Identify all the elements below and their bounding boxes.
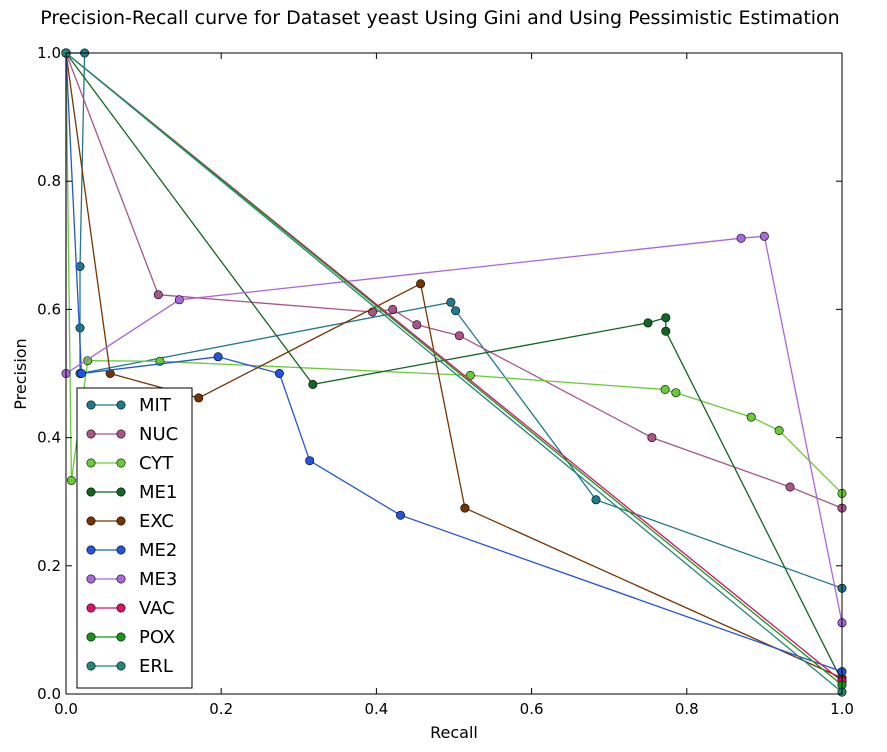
legend-label: ME1 <box>139 482 177 503</box>
chart-title: Precision-Recall curve for Dataset yeast… <box>40 7 839 29</box>
legend: MIT NUC CYT ME1 EXC ME2 ME3 VAC POX ERL <box>76 387 193 689</box>
legend-item-nuc: NUC <box>86 424 178 445</box>
y-tick-label: 1.0 <box>37 44 61 62</box>
legend-marker <box>86 603 96 613</box>
y-axis-label: Precision <box>11 338 30 409</box>
data-point-mit-7 <box>591 495 601 505</box>
legend-label: CYT <box>139 453 174 474</box>
data-point-mit-6 <box>451 306 461 316</box>
data-point-cyt-1 <box>66 475 76 485</box>
legend-label: EXC <box>139 511 174 532</box>
data-point-mit-5 <box>446 297 456 307</box>
data-point-me2-3 <box>274 368 284 378</box>
x-tick-label: 0.8 <box>675 700 699 718</box>
data-point-nuc-4 <box>412 320 422 330</box>
legend-marker <box>116 545 126 555</box>
data-point-me3-3 <box>736 233 746 243</box>
legend-marker <box>116 429 126 439</box>
legend-label: MIT <box>139 395 172 416</box>
legend-label: POX <box>139 627 175 648</box>
legend-item-vac: VAC <box>86 598 175 619</box>
legend-label: ERL <box>139 656 173 677</box>
plot-frame <box>65 52 843 695</box>
data-point-cyt-7 <box>746 412 756 422</box>
x-tick-label: 0.0 <box>54 700 78 718</box>
data-point-nuc-5 <box>454 331 464 341</box>
legend-marker <box>86 400 96 410</box>
series-line-me1 <box>65 52 843 682</box>
x-tick-label: 0.6 <box>520 700 544 718</box>
data-point-cyt-6 <box>671 388 681 398</box>
legend-label: ME3 <box>139 569 177 590</box>
series-me2 <box>61 48 847 677</box>
data-point-nuc-6 <box>647 433 657 443</box>
legend-label: ME2 <box>139 540 177 561</box>
legend-label: NUC <box>139 424 178 445</box>
data-point-me3-4 <box>759 231 769 241</box>
legend-marker <box>116 661 126 671</box>
data-point-me2-1 <box>77 368 87 378</box>
x-tick-label: 0.4 <box>364 700 388 718</box>
legend-item-me2: ME2 <box>86 540 177 561</box>
legend-marker <box>86 487 96 497</box>
data-point-exc-2 <box>194 393 204 403</box>
data-point-me1-4 <box>661 326 671 336</box>
legend-marker <box>116 400 126 410</box>
series-line-pox <box>65 52 843 686</box>
legend-item-exc: EXC <box>86 511 174 532</box>
legend-box <box>76 387 193 689</box>
data-point-me2-5 <box>395 510 405 520</box>
series-line-exc <box>65 52 843 679</box>
y-tick-label: 0.8 <box>37 172 61 190</box>
legend-marker <box>86 458 96 468</box>
data-point-nuc-7 <box>785 482 795 492</box>
data-point-me1-1 <box>308 379 318 389</box>
legend-marker <box>86 632 96 642</box>
data-point-exc-1 <box>105 368 115 378</box>
legend-item-pox: POX <box>86 627 175 648</box>
legend-marker <box>116 632 126 642</box>
data-point-nuc-1 <box>153 290 163 300</box>
legend-marker <box>86 429 96 439</box>
legend-label: VAC <box>139 598 175 619</box>
data-point-nuc-3 <box>388 304 398 314</box>
y-tick-label: 0.0 <box>37 685 61 703</box>
legend-item-me1: ME1 <box>86 482 177 503</box>
legend-item-mit: MIT <box>86 395 172 416</box>
data-point-me2-4 <box>305 456 315 466</box>
data-point-exc-3 <box>416 279 426 289</box>
legend-item-cyt: CYT <box>86 453 174 474</box>
data-point-me3-2 <box>174 295 184 305</box>
x-tick-label: 1.0 <box>830 700 854 718</box>
legend-marker <box>116 487 126 497</box>
legend-item-me3: ME3 <box>86 569 177 590</box>
y-tick-label: 0.6 <box>37 300 61 318</box>
data-point-cyt-8 <box>774 425 784 435</box>
legend-marker <box>116 516 126 526</box>
data-point-cyt-5 <box>660 384 670 394</box>
axes-layer: 0.0 0.2 0.4 0.6 0.8 1.0 0.0 0.2 0.4 0.6 0.8 1.0 <box>37 44 854 718</box>
legend-item-erl: ERL <box>86 656 173 677</box>
data-point-me1-3 <box>661 313 671 323</box>
data-point-exc-4 <box>460 503 470 513</box>
legend-marker <box>86 574 96 584</box>
legend-marker <box>116 603 126 613</box>
legend-marker <box>86 661 96 671</box>
legend-marker <box>116 458 126 468</box>
data-point-me1-2 <box>643 318 653 328</box>
y-tick-label: 0.4 <box>37 429 61 447</box>
x-axis-label: Recall <box>430 723 478 742</box>
legend-marker <box>86 516 96 526</box>
series-line-erl <box>65 52 843 693</box>
legend-marker <box>116 574 126 584</box>
y-tick-label: 0.2 <box>37 557 61 575</box>
x-tick-label: 0.2 <box>209 700 233 718</box>
legend-marker <box>86 545 96 555</box>
data-point-me2-2 <box>213 352 223 362</box>
